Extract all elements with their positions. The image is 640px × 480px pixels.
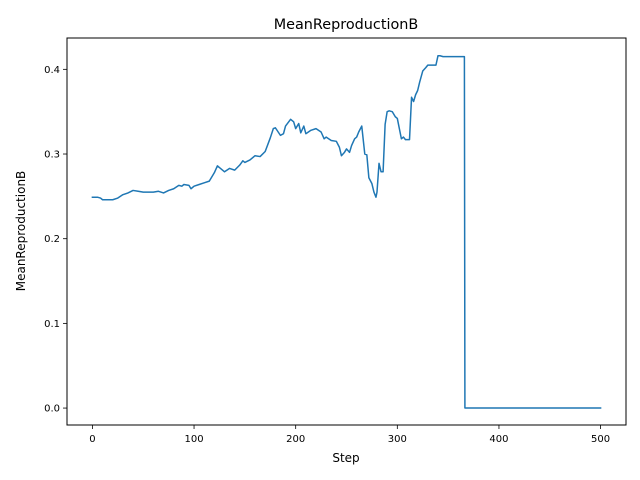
y-tick-label: 0.4 [44,65,60,76]
y-tick-label: 0.3 [44,150,60,161]
y-tick-label: 0.2 [44,234,60,245]
y-tick-label: 0.1 [44,319,60,330]
x-tick-label: 400 [489,434,508,445]
x-axis: 0 100 200 300 400 500 [89,425,610,445]
y-axis-label: MeanReproductionB [14,171,28,292]
axes-frame [66,37,627,426]
plot-area [66,37,627,426]
x-tick-label: 0 [89,434,95,445]
series-line-0 [91,55,602,409]
y-tick-label: 0.0 [44,404,60,415]
y-axis: 0.0 0.1 0.2 0.3 0.4 [44,65,67,415]
x-tick-label: 100 [184,434,203,445]
chart-title: MeanReproductionB [274,17,419,33]
series-layer [91,55,602,409]
x-tick-label: 500 [591,434,610,445]
x-axis-label: Step [332,451,359,465]
x-tick-label: 300 [388,434,407,445]
x-tick-label: 200 [286,434,305,445]
